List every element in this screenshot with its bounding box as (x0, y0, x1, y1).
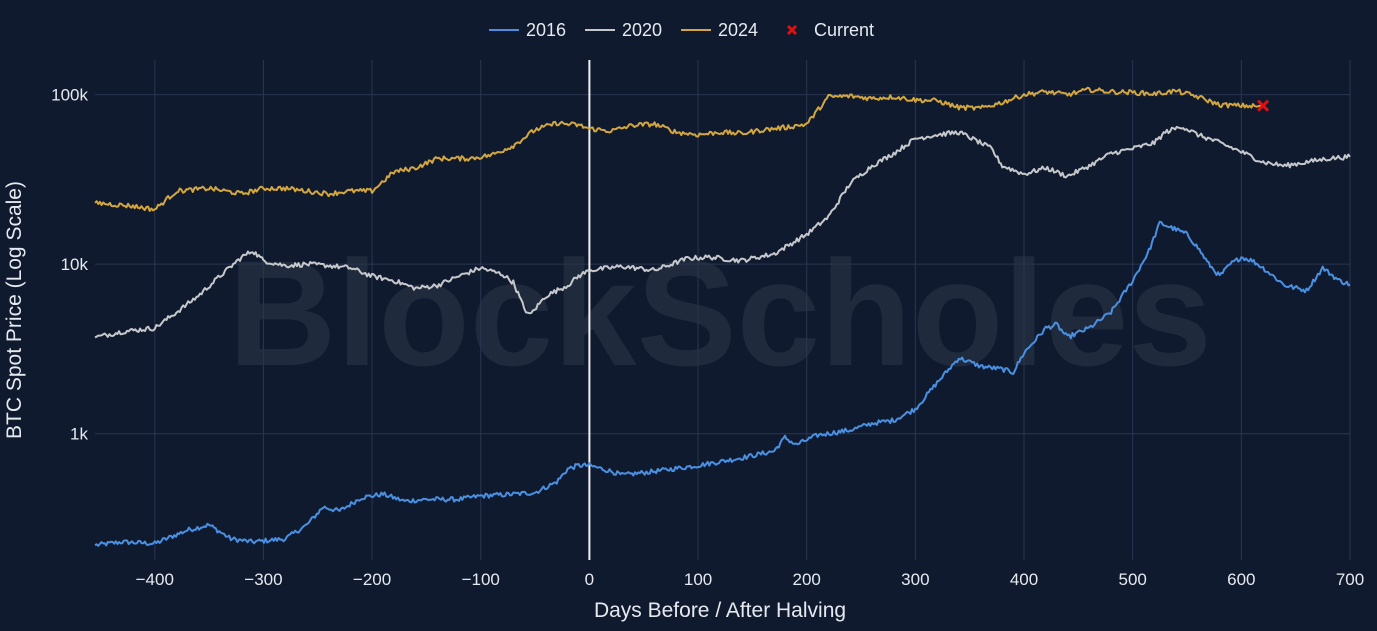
watermark: BlockScholes (228, 229, 1212, 397)
legend-label: 2024 (718, 20, 758, 40)
x-tick-label: 300 (901, 570, 929, 589)
legend-label: Current (814, 20, 874, 40)
x-axis-title: Days Before / After Halving (594, 599, 846, 622)
x-tick-label: −400 (136, 570, 174, 589)
y-tick-label: 1k (70, 425, 88, 444)
x-tick-label: 200 (793, 570, 821, 589)
x-tick-label: 100 (684, 570, 712, 589)
series-group (94, 86, 1351, 547)
y-axis-title: BTC Spot Price (Log Scale) (3, 181, 26, 439)
series-line-2016 (94, 220, 1351, 547)
x-tick-label: 0 (585, 570, 594, 589)
legend-item-2020: 2020 (585, 20, 662, 40)
x-tick-label: 500 (1118, 570, 1146, 589)
x-tick-label: 400 (1010, 570, 1038, 589)
x-tick-label: 700 (1336, 570, 1364, 589)
legend: 2016 2020 2024 Current (489, 20, 874, 40)
x-tick-label: −300 (244, 570, 282, 589)
legend-item-current: Current (786, 20, 874, 40)
x-tick-label: −200 (353, 570, 391, 589)
y-tick-label: 100k (51, 86, 88, 105)
legend-item-2016: 2016 (489, 20, 566, 40)
current-marker (1257, 99, 1270, 112)
current-marker-group (1257, 99, 1270, 112)
x-tick-label: −100 (462, 570, 500, 589)
x-axis-ticks: −400 −300 −200 −100 0 100 200 300 400 500 600 700 (136, 570, 1365, 589)
series-line-2020 (94, 125, 1351, 339)
y-tick-label: 10k (61, 255, 89, 274)
legend-label: 2020 (622, 20, 662, 40)
legend-item-2024: 2024 (681, 20, 758, 40)
series-line-2024 (94, 86, 1264, 212)
legend-swatch (786, 24, 798, 36)
y-axis-ticks: 1k 10k 100k (51, 86, 88, 444)
legend-label: 2016 (526, 20, 566, 40)
x-tick-label: 600 (1227, 570, 1255, 589)
